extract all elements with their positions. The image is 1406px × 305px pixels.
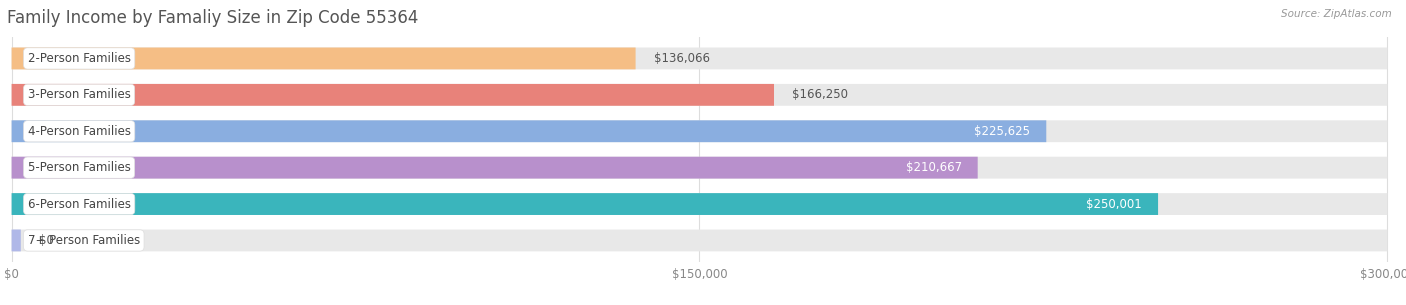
Text: $166,250: $166,250 [793, 88, 848, 101]
FancyBboxPatch shape [11, 157, 1388, 178]
FancyBboxPatch shape [11, 230, 21, 251]
Text: $210,667: $210,667 [905, 161, 962, 174]
Text: $250,001: $250,001 [1087, 198, 1142, 210]
FancyBboxPatch shape [11, 84, 775, 106]
FancyBboxPatch shape [11, 193, 1159, 215]
Text: Family Income by Famaliy Size in Zip Code 55364: Family Income by Famaliy Size in Zip Cod… [7, 9, 419, 27]
Text: 6-Person Families: 6-Person Families [28, 198, 131, 210]
FancyBboxPatch shape [11, 120, 1388, 142]
Text: 7+ Person Families: 7+ Person Families [28, 234, 141, 247]
Text: 2-Person Families: 2-Person Families [28, 52, 131, 65]
FancyBboxPatch shape [11, 157, 977, 178]
Text: 4-Person Families: 4-Person Families [28, 125, 131, 138]
Text: $0: $0 [39, 234, 53, 247]
FancyBboxPatch shape [11, 48, 1388, 69]
FancyBboxPatch shape [11, 48, 636, 69]
FancyBboxPatch shape [11, 84, 1388, 106]
FancyBboxPatch shape [11, 120, 1046, 142]
Text: 3-Person Families: 3-Person Families [28, 88, 131, 101]
FancyBboxPatch shape [11, 193, 1388, 215]
Text: Source: ZipAtlas.com: Source: ZipAtlas.com [1281, 9, 1392, 19]
FancyBboxPatch shape [11, 230, 1388, 251]
Text: $225,625: $225,625 [974, 125, 1031, 138]
Text: $136,066: $136,066 [654, 52, 710, 65]
Text: 5-Person Families: 5-Person Families [28, 161, 131, 174]
